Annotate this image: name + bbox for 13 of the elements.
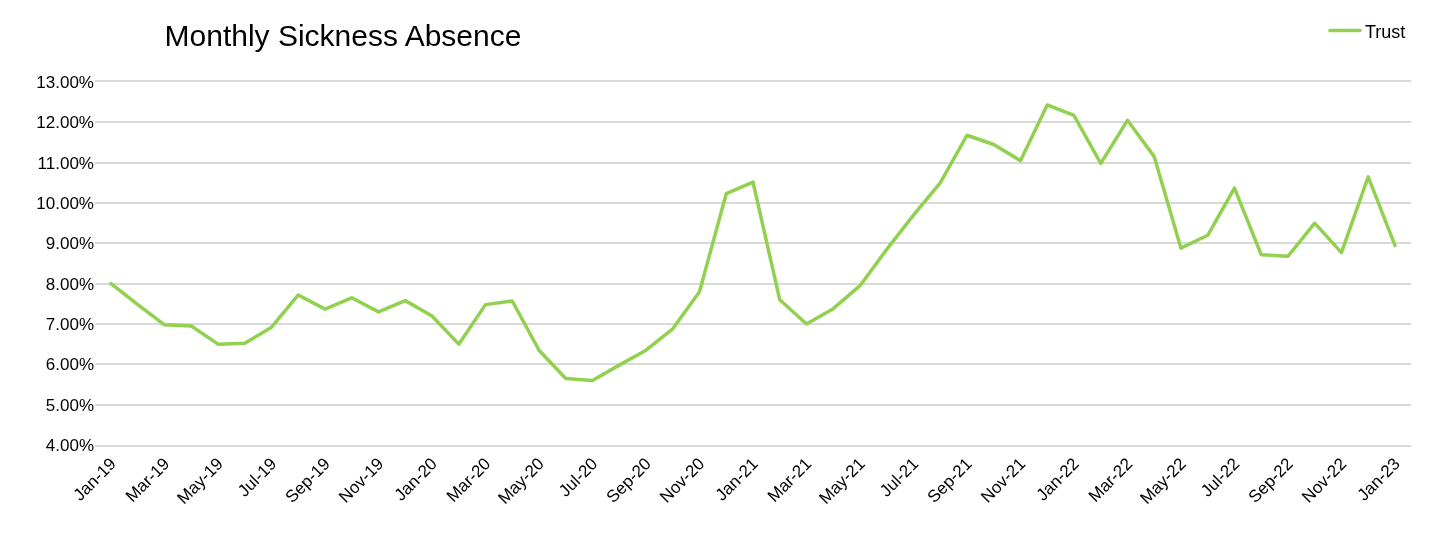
chart-title: Monthly Sickness Absence [164, 18, 522, 52]
legend-label: Trust [1365, 21, 1406, 42]
y-tick-label: 11.00% [37, 153, 94, 173]
y-tick-label: 10.00% [36, 193, 94, 213]
y-tick-label: 9.00% [45, 234, 94, 254]
y-tick-label: 12.00% [36, 113, 94, 133]
y-tick-label: 8.00% [45, 274, 94, 294]
line-series [109, 103, 1397, 383]
y-tick-label: 4.00% [45, 435, 94, 455]
y-tick-label: 13.00% [36, 72, 94, 92]
y-tick-label: 5.00% [45, 395, 94, 415]
y-tick-label: 7.00% [45, 314, 94, 334]
y-tick-label: 6.00% [45, 355, 94, 375]
